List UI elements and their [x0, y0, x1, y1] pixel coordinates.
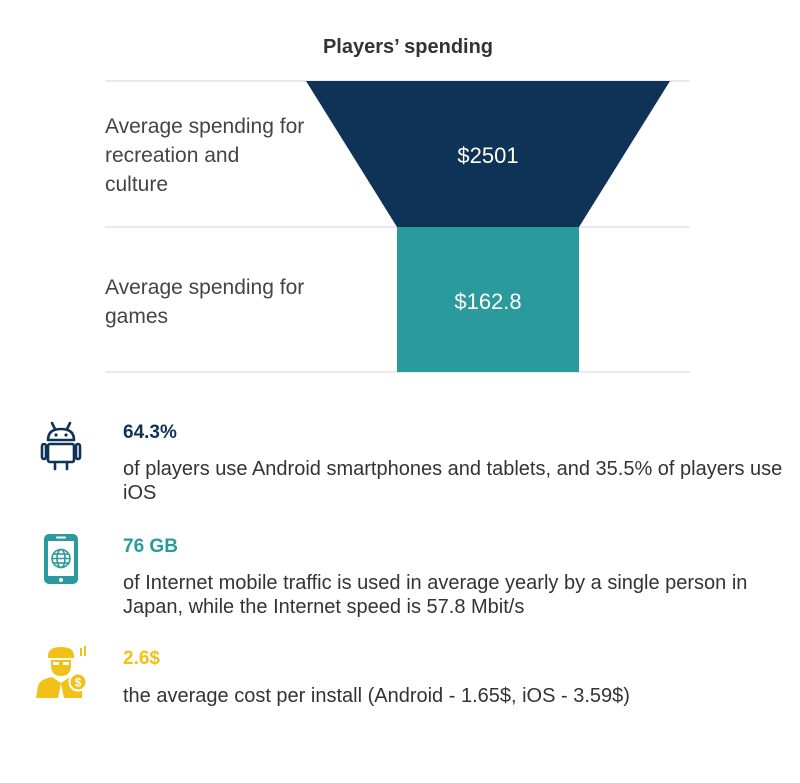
chart-title: Players’ spending [322, 36, 494, 58]
person-dollar-icon: $ [36, 646, 88, 698]
stat-value-android: 64.3% [123, 422, 177, 443]
stat-text-traffic: of Internet mobile traffic is used in av… [123, 572, 748, 618]
funnel-value-recreation: $2501 [457, 143, 518, 168]
stat-text-cost: the average cost per install (Android - … [123, 685, 630, 707]
funnel-chart: $2501 $162.8 [105, 80, 690, 373]
stat-value-cost: 2.6$ [123, 648, 160, 669]
funnel-value-games: $162.8 [454, 289, 521, 314]
smartphone-globe-icon [44, 534, 78, 584]
funnel-label-recreation: Average spending for recreation and cult… [105, 115, 305, 196]
funnel-stage-recreation [306, 81, 670, 227]
svg-text:$: $ [75, 676, 82, 690]
funnel-label-games: Average spending for games [105, 276, 305, 328]
funnel-stage-games [397, 227, 579, 372]
android-icon [40, 421, 82, 471]
stat-value-traffic: 76 GB [123, 536, 178, 557]
stat-text-android: of players use Android smartphones and t… [123, 458, 783, 504]
